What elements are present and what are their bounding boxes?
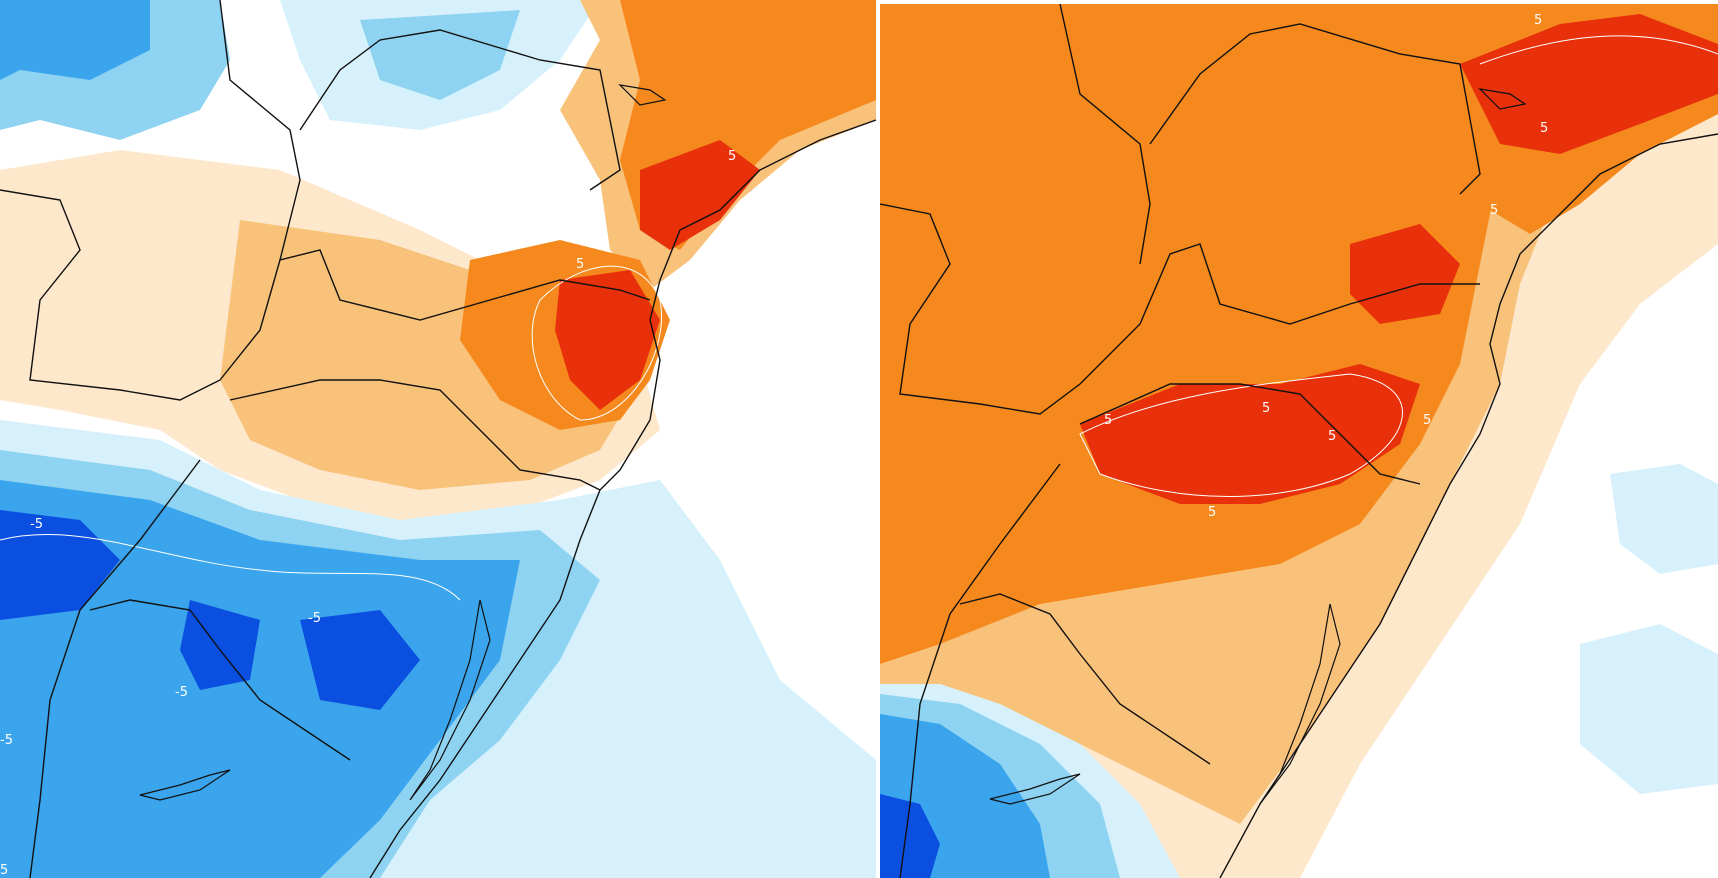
light-warm-region — [220, 220, 630, 490]
cold-region-northwest-core — [0, 0, 150, 80]
contour-label: 5 — [1534, 13, 1542, 28]
map-canvas-right: 5 5 5 5 5 5 5 5 — [880, 4, 1718, 878]
strong-warm-core-center — [555, 270, 660, 410]
bay-outline — [1478, 88, 1527, 110]
state-border — [880, 203, 1480, 415]
contour-line — [1079, 373, 1403, 497]
anomaly-map-right: 5 5 5 5 5 5 5 5 — [880, 4, 1718, 878]
contour-label: -5 — [308, 611, 321, 626]
strong-cold-core-south — [300, 610, 420, 710]
contour-label: -5 — [30, 517, 43, 532]
contour-label: 5 — [0, 863, 8, 878]
contour-label: 5 — [1104, 413, 1112, 428]
warm-region — [880, 4, 1500, 664]
state-border — [89, 599, 351, 761]
lagoon-outline — [409, 599, 491, 801]
cold-region-north-core — [360, 10, 520, 100]
state-border — [29, 459, 201, 878]
state-border — [959, 593, 1211, 765]
contour-line — [0, 534, 461, 601]
strong-warm-core-east — [1350, 224, 1460, 324]
bay-outline — [618, 84, 667, 106]
anomaly-map-left: 5 -5 -5 -5 -5 5 5 — [0, 0, 876, 878]
state-border — [1079, 383, 1421, 485]
pale-cold-patch-southeast — [1580, 624, 1718, 794]
contour-line — [531, 265, 662, 421]
state-border — [219, 0, 301, 261]
contour-label: 5 — [728, 149, 736, 164]
contour-label: -5 — [0, 733, 13, 748]
contour-label: 5 — [576, 257, 584, 272]
contour-line — [1479, 35, 1718, 65]
strong-warm-core-center — [1080, 364, 1420, 504]
lagoon-outline — [1259, 603, 1341, 805]
contour-label: 5 — [1540, 121, 1548, 136]
state-border — [299, 29, 621, 191]
panel-divider — [876, 0, 880, 878]
lake-outline — [139, 769, 231, 801]
contour-label: 5 — [1490, 203, 1498, 218]
coastline — [369, 119, 876, 878]
state-border — [1059, 4, 1151, 265]
contour-label: 5 — [1262, 401, 1270, 416]
lake-outline — [989, 773, 1081, 805]
strong-cold-core-southwest — [880, 794, 940, 878]
contour-label: 5 — [1328, 429, 1336, 444]
strong-warm-core-north — [640, 140, 760, 250]
contour-label: -5 — [175, 685, 188, 700]
contour-label: 5 — [1423, 413, 1431, 428]
state-border — [899, 463, 1061, 878]
pale-cold-patch-east — [1610, 464, 1718, 574]
coastline — [1219, 133, 1718, 878]
state-border — [0, 189, 651, 401]
map-canvas-left: 5 -5 -5 -5 -5 5 5 — [0, 0, 876, 878]
cold-region-south — [0, 480, 520, 878]
state-border — [1149, 23, 1481, 195]
contour-label: 5 — [1208, 505, 1216, 520]
state-border — [229, 379, 601, 491]
